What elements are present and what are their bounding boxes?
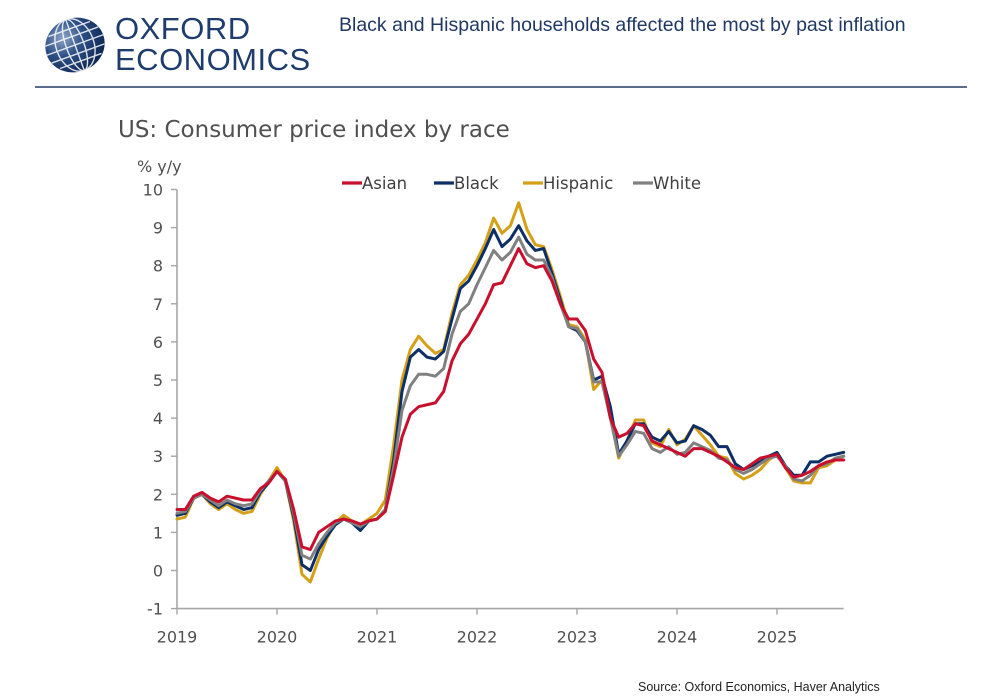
y-tick-label: 7	[153, 295, 163, 314]
y-tick-label: 2	[153, 485, 163, 504]
y-tick-label: -1	[147, 600, 163, 619]
x-tick-label: 2023	[557, 628, 598, 647]
x-tick-label: 2021	[357, 628, 398, 647]
legend-item-asian: Asian	[342, 174, 407, 193]
x-tick-label: 2019	[157, 628, 198, 647]
legend-label: Asian	[362, 174, 407, 193]
logo-wordmark: OXFORD ECONOMICS	[115, 13, 311, 75]
legend-label: White	[653, 174, 701, 193]
x-tick-label: 2022	[457, 628, 498, 647]
globe-icon	[45, 17, 105, 73]
legend-label: Hispanic	[543, 174, 613, 193]
x-tick-label: 2020	[257, 628, 298, 647]
headline: Black and Hispanic households affected t…	[339, 14, 906, 36]
series-line-white	[175, 235, 846, 561]
legend-item-black: Black	[434, 174, 499, 193]
axes: -1 0 1 2 3 4 5 6 7 8 9 10 2019 2020 2021 2022 2023 2024 20…	[143, 181, 844, 647]
x-tick-label: 2024	[657, 628, 698, 647]
series-line-black	[175, 224, 846, 572]
series-line-asian	[175, 247, 846, 552]
legend-label: Black	[454, 174, 499, 193]
y-tick-label: 8	[153, 257, 163, 276]
y-tick-label: 6	[153, 333, 163, 352]
y-tick-label: 0	[153, 562, 163, 581]
chart-title: US: Consumer price index by race	[118, 117, 510, 143]
y-tick-label: 5	[153, 371, 163, 390]
source-note: Source: Oxford Economics, Haver Analytic…	[638, 680, 880, 694]
legend-item-hispanic: Hispanic	[523, 174, 613, 193]
y-axis-unit-label: % y/y	[137, 157, 182, 176]
legend: Asian Black Hispanic White	[342, 174, 701, 193]
y-tick-label: 4	[153, 409, 163, 428]
y-tick-label: 10	[143, 181, 163, 200]
header-divider	[35, 86, 967, 88]
oxford-economics-logo: OXFORD ECONOMICS	[40, 10, 330, 80]
logo-line-2: ECONOMICS	[115, 42, 311, 77]
y-tick-label: 3	[153, 447, 163, 466]
series-lines	[175, 201, 846, 584]
y-tick-label: 1	[153, 523, 163, 542]
y-tick-label: 9	[153, 219, 163, 238]
x-tick-label: 2025	[757, 628, 798, 647]
legend-item-white: White	[633, 174, 701, 193]
logo-line-1: OXFORD	[115, 11, 251, 46]
series-line-hispanic	[175, 201, 846, 584]
